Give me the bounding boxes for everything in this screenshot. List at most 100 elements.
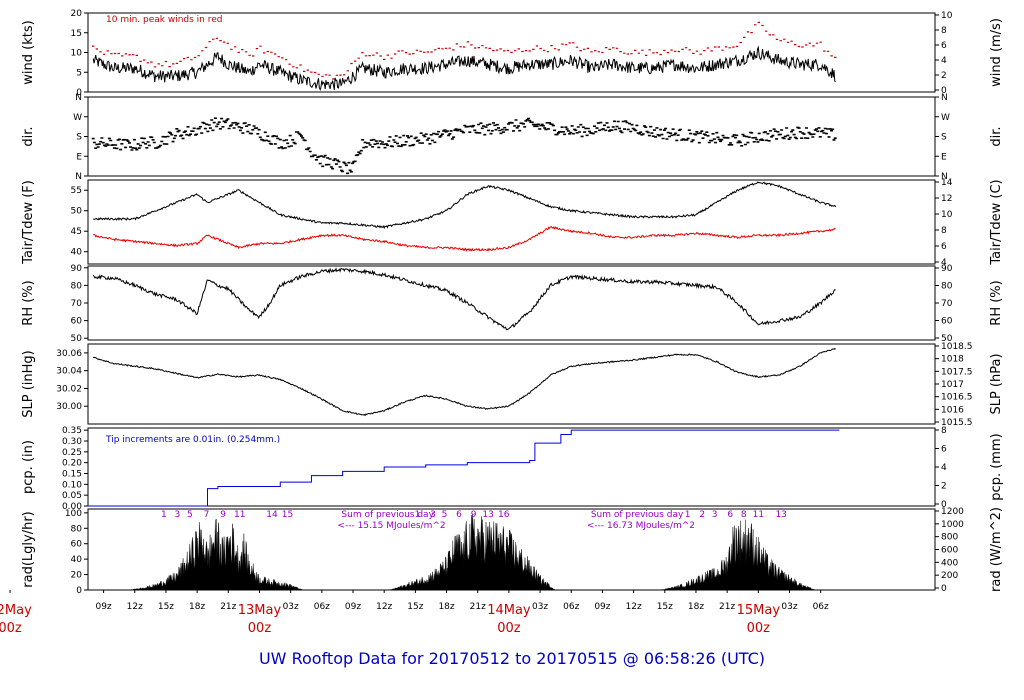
ylabel-right-rh: RH (%) [989,280,1004,325]
right-tick-label: 1015.5 [941,418,973,428]
radiation-hour-mark: 5 [187,510,193,520]
right-tick-label: 1016 [941,405,964,415]
left-tick-label: 0.10 [62,480,82,490]
right-tick-label: 12 [941,194,952,204]
radiation-hour-mark: 6 [456,510,462,520]
ylabel-right-wind: wind (m/s) [989,18,1004,87]
left-tick-label: 30.06 [56,349,82,359]
radiation-hour-mark: 13 [482,510,493,520]
x-date-day-label: 12May [0,603,32,618]
ylabel-right-slp: SLP (hPa) [989,353,1004,414]
x-hour-label: 06z [813,602,829,612]
x-hour-label: 18z [189,602,205,612]
right-tick-label: 90 [941,264,953,274]
x-hour-label: 03z [283,602,299,612]
right-tick-label: 80 [941,282,953,292]
left-tick-label: 5 [76,68,82,78]
panel-frame-rh [87,265,936,341]
left-tick-label: 30.00 [56,402,82,412]
x-hour-label: 06z [314,602,330,612]
ylabel-right-pcp: pcp. (mm) [989,433,1004,500]
radiation-hour-mark: 9 [220,510,226,520]
radiation-hour-mark: 3 [712,510,718,520]
right-tick-label: 4 [941,258,947,268]
x-hour-label: 15z [657,602,673,612]
series-dir-0 [91,117,837,175]
left-tick-label: 0.25 [62,448,82,458]
radiation-hour-mark: 6 [727,510,733,520]
radiation-hour-mark: 13 [775,510,786,520]
right-tick-label: 8 [941,226,947,236]
radiation-hour-mark: 1 [685,510,691,520]
x-hour-label: 12z [626,602,642,612]
left-tick-label: 55 [71,186,82,196]
left-tick-label: 60 [71,540,83,550]
x-hour-label: 18z [688,602,704,612]
right-tick-label: N [941,172,948,182]
right-tick-label: 14 [941,178,953,188]
panel-frame-dir [87,96,936,177]
radiation-hour-mark: 7 [204,510,210,520]
x-date-day-label: 14May [487,603,531,618]
right-tick-label: 0 [941,500,947,510]
left-tick-label: 70 [71,299,83,309]
left-tick-label: 0.20 [62,459,82,469]
panel-frame-temp [87,179,936,265]
left-tick-label: N [75,93,82,103]
x-hour-label: 03z [781,602,797,612]
right-tick-label: 70 [941,299,953,309]
chart-title: UW Rooftop Data for 20170512 to 20170515… [259,649,765,668]
radiation-hour-mark: 15 [282,510,293,520]
data-series [88,21,840,591]
right-tick-label: 2 [941,482,947,492]
right-tick-label: 1016.5 [941,393,973,403]
left-tick-label: 50 [71,334,83,344]
x-hour-label: 12z [376,602,392,612]
left-tick-label: 60 [71,317,83,327]
left-tick-label: 0.05 [62,491,82,501]
right-tick-label: 10 [941,11,953,21]
left-tick-label: W [73,113,82,123]
ylabel-right-rad: rad (W/m^2) [989,507,1004,592]
x-hour-label: 15z [407,602,423,612]
x-date-day-label: 15May [737,603,781,618]
radiation-hour-mark: 11 [234,510,245,520]
left-tick-label: 40 [71,248,83,258]
right-tick-label: 4 [941,56,947,66]
x-hour-label: 18z [438,602,454,612]
right-tick-label: 1018 [941,355,964,365]
right-tick-label: 10 [941,210,953,220]
left-tick-label: 30.04 [56,367,82,377]
right-tick-label: S [941,133,947,143]
right-tick-label: 800 [941,533,958,543]
panel-frames [9,12,939,593]
left-tick-label: 80 [71,281,83,291]
series-slp-0 [92,347,836,417]
left-tick-label: 0 [76,586,82,596]
radiation-hour-mark: 1 [161,510,167,520]
right-tick-label: 0 [941,86,947,96]
radiation-hour-mark: 3 [430,510,436,520]
right-tick-label: 8 [941,26,947,36]
radiation-hour-mark: 8 [741,510,747,520]
x-hour-label: 09z [345,602,361,612]
right-tick-label: 4 [941,463,947,473]
series-rh-0 [92,267,836,331]
radiation-hour-mark: 11 [753,510,764,520]
right-tick-label: 8 [941,426,947,436]
left-tick-label: S [76,133,82,143]
left-tick-label: E [76,152,82,162]
radiation-day-2 [659,519,816,591]
sum-note-line2: <--- 15.15 MJoules/m^2 [337,521,445,531]
ylabel-left-temp: Tair/Tdew (F) [21,180,36,265]
radiation-day-0 [129,519,304,591]
ylabel-left-dir: dir. [21,126,36,146]
left-tick-label: 90 [71,264,83,274]
annotation-wind: 10 min. peak winds in red [106,15,223,25]
left-tick-label: 50 [71,207,83,217]
x-hour-label: 21z [719,602,735,612]
left-tick-label: 45 [71,227,82,237]
left-tick-label: 0.15 [62,470,82,480]
ylabel-left-wind: wind (kts) [21,20,36,84]
x-date-zulu-label: 00z [747,621,771,636]
